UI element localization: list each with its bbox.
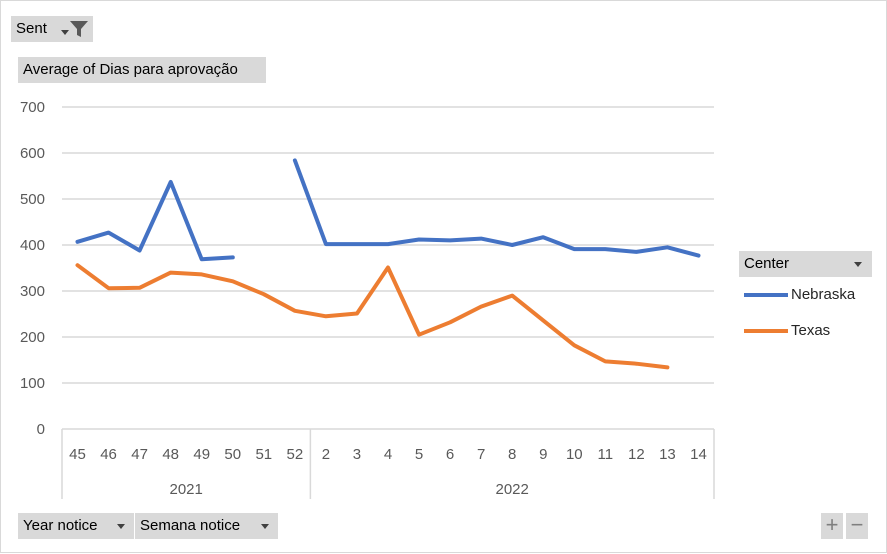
x-tick-label: 9 [539,446,547,463]
y-axis: 0 100 200 300 400 500 600 700 [20,99,45,438]
x-tick-label: 5 [415,446,423,463]
chevron-down-icon[interactable] [261,524,269,529]
value-field-label: Average of Dias para aprovação [23,61,238,78]
chevron-down-icon[interactable] [117,524,125,529]
y-tick-label: 100 [20,375,45,392]
x-tick-label: 52 [287,446,304,463]
x-tick-label: 47 [131,446,148,463]
x-tick-label: 51 [255,446,272,463]
axis-field-semana-notice[interactable]: Semana notice [135,513,278,539]
y-tick-label: 200 [20,329,45,346]
x-group-label: 2022 [496,481,529,498]
series-lines [75,158,701,370]
x-tick-label: 50 [224,446,241,463]
x-tick-label: 49 [193,446,210,463]
y-tick-label: 0 [37,421,45,438]
legend-label-texas: Texas [791,322,831,339]
legend-field-center[interactable]: Center [739,251,872,277]
y-tick-label: 600 [20,145,45,162]
y-tick-label: 700 [20,99,45,116]
legend-swatch-texas [744,329,788,333]
legend-title: Center [744,255,790,272]
x-tick-label: 45 [69,446,86,463]
x-tick-label: 11 [598,446,614,463]
x-tick-label: 10 [566,446,583,463]
legend-label-nebraska: Nebraska [791,286,856,303]
x-tick-label: 4 [384,446,392,463]
x-group-label: 2021 [170,481,203,498]
x-tick-label: 7 [477,446,485,463]
axis-field-label: Semana notice [140,517,241,534]
series-line-texas [75,263,670,370]
x-tick-label: 8 [508,446,516,463]
x-tick-label: 12 [628,446,645,463]
filter-field-sent[interactable]: Sent [11,16,93,42]
x-tick-label: 3 [353,446,361,463]
x-tick-label: 2 [322,446,330,463]
y-tick-label: 300 [20,283,45,300]
series-line-nebraska [292,158,701,258]
x-tick-label: 6 [446,446,454,463]
chevron-down-icon[interactable] [854,262,862,267]
series-line-nebraska [75,180,235,262]
filter-field-label: Sent [16,20,47,37]
x-tick-label: 48 [162,446,179,463]
x-tick-label: 46 [100,446,117,463]
value-field-button[interactable]: Average of Dias para aprovação [18,57,266,83]
x-tick-label: 13 [659,446,676,463]
legend-item-texas: Texas [744,321,874,341]
gridlines [62,106,714,384]
axis-field-year-notice[interactable]: Year notice [18,513,134,539]
axis-field-label: Year notice [23,517,98,534]
funnel-icon[interactable] [69,20,89,38]
y-tick-label: 400 [20,237,45,254]
legend-swatch-nebraska [744,293,788,297]
collapse-button[interactable]: − [846,513,868,539]
y-tick-label: 500 [20,191,45,208]
chevron-down-icon[interactable] [61,30,69,35]
expand-button[interactable]: + [821,513,843,539]
x-tick-label: 14 [690,446,707,463]
legend-item-nebraska: Nebraska [744,285,874,305]
